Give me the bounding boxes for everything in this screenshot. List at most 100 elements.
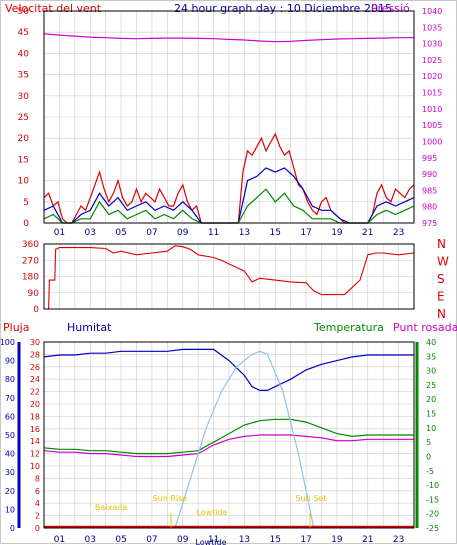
rain-y-tick-label: 20 bbox=[30, 400, 40, 409]
wind-y-tick-label: 50 bbox=[18, 7, 30, 17]
pressure-y-tick-label: 985 bbox=[422, 186, 437, 195]
rain-y-tick-label: 6 bbox=[35, 487, 40, 496]
wind-y-tick-label: 10 bbox=[18, 177, 30, 187]
x-tick-label: 19 bbox=[331, 535, 343, 545]
humidity-temperature-panel: 0102030405060708090100024681012141618202… bbox=[1, 338, 439, 545]
temperature-y-tick-label: -15 bbox=[426, 495, 439, 504]
x-tick-label: 09 bbox=[177, 535, 189, 545]
rain-y-tick-label: 24 bbox=[30, 375, 40, 384]
dew-point-legend: Punt rosada bbox=[393, 321, 457, 334]
wind-y-tick-label: 35 bbox=[18, 71, 29, 81]
wind-y-tick-label: 45 bbox=[18, 28, 29, 38]
x-tick-label: 23 bbox=[393, 535, 404, 545]
rain-legend: Pluja bbox=[3, 321, 29, 334]
direction-y-tick-label: 0 bbox=[33, 305, 39, 315]
annotation-label: Sun Rise bbox=[153, 494, 188, 503]
direction-y-tick-label: 180 bbox=[22, 273, 39, 283]
graph-day-title: 24 hour graph day : 10 Diciembre 2015 bbox=[174, 2, 392, 15]
x-tick-label: 17 bbox=[300, 228, 311, 238]
pressure-y-tick-label: 1040 bbox=[422, 7, 442, 16]
x-tick-label: 17 bbox=[300, 535, 311, 545]
x-tick-label: 03 bbox=[85, 228, 96, 238]
humidity-y-tick-label: 30 bbox=[5, 468, 15, 477]
direction-y-tick-label: 270 bbox=[22, 256, 39, 266]
annotation-label: Lowtide bbox=[196, 508, 227, 517]
x-tick-label: 01 bbox=[54, 535, 65, 545]
annotation-label: Sun Set bbox=[296, 494, 327, 503]
pressure-y-tick-label: 1035 bbox=[422, 23, 442, 32]
wind-y-tick-label: 20 bbox=[18, 134, 30, 144]
humidity-y-tick-label: 90 bbox=[5, 357, 15, 366]
x-tick-label: 19 bbox=[331, 228, 343, 238]
wind-y-tick-label: 30 bbox=[18, 92, 30, 102]
annotation-label: Baixada bbox=[95, 503, 127, 512]
rain-y-tick-label: 2 bbox=[35, 512, 40, 521]
wind-speed-frame bbox=[43, 10, 415, 224]
humidity-legend: Humitat bbox=[67, 321, 112, 334]
temperature-y-tick-label: 35 bbox=[426, 352, 436, 361]
temperature-y-tick-label: 25 bbox=[426, 381, 436, 390]
rain-y-tick-label: 26 bbox=[30, 363, 40, 372]
humidity-y-tick-label: 40 bbox=[5, 450, 15, 459]
x-tick-label: 21 bbox=[362, 228, 373, 238]
solar-curve bbox=[174, 350, 315, 529]
wind-speed-title: Velocitat del vent bbox=[5, 2, 102, 15]
wind-speed-panel: 0510152025303540455097598098599099510001… bbox=[18, 7, 443, 238]
wind-y-tick-label: 0 bbox=[23, 219, 29, 229]
temperature-y-tick-label: 30 bbox=[426, 367, 436, 376]
rain-y-tick-label: 10 bbox=[30, 462, 40, 471]
humidity-y-tick-label: 10 bbox=[5, 505, 15, 514]
pressure-y-tick-label: 1030 bbox=[422, 40, 442, 49]
pressure-title: Pressió bbox=[371, 2, 410, 15]
x-tick-label: 21 bbox=[362, 535, 373, 545]
x-tick-label: 09 bbox=[177, 228, 189, 238]
dew-point-line bbox=[43, 434, 414, 458]
wind-y-tick-label: 5 bbox=[23, 198, 29, 208]
direction-y-tick-label: 90 bbox=[28, 289, 40, 299]
humidity-y-tick-label: 70 bbox=[5, 394, 15, 403]
temperature-line bbox=[43, 418, 414, 455]
temperature-y-tick-label: 20 bbox=[426, 395, 436, 404]
compass-label: N bbox=[437, 307, 446, 321]
pressure-y-tick-label: 1015 bbox=[422, 89, 442, 98]
pressure-y-tick-label: 980 bbox=[422, 203, 437, 212]
compass-label: E bbox=[437, 290, 445, 304]
x-tick-label: 03 bbox=[85, 535, 96, 545]
rain-y-tick-label: 0 bbox=[35, 524, 40, 533]
rain-y-tick-label: 4 bbox=[35, 499, 40, 508]
direction-y-tick-label: 360 bbox=[22, 240, 39, 250]
humidity-y-tick-label: 0 bbox=[10, 524, 15, 533]
pressure-y-tick-label: 1005 bbox=[422, 121, 442, 130]
temperature-y-tick-label: 40 bbox=[426, 338, 436, 347]
temperature-y-tick-label: -20 bbox=[426, 510, 439, 519]
temperature-y-tick-label: -25 bbox=[426, 524, 439, 533]
x-tick-label: 23 bbox=[393, 228, 404, 238]
humidity-temperature-frame bbox=[43, 341, 415, 529]
pressure-y-tick-label: 1025 bbox=[422, 56, 442, 65]
wind-direction-frame bbox=[43, 243, 415, 310]
pressure-y-tick-label: 975 bbox=[422, 219, 437, 228]
x-tick-label: 01 bbox=[54, 228, 65, 238]
x-tick-label: 05 bbox=[115, 228, 126, 238]
rain-y-tick-label: 22 bbox=[30, 388, 40, 397]
wind-y-tick-label: 15 bbox=[18, 155, 29, 165]
rain-y-tick-label: 30 bbox=[30, 338, 40, 347]
rain-y-tick-label: 28 bbox=[30, 350, 40, 359]
temperature-y-tick-label: 10 bbox=[426, 424, 436, 433]
humidity-y-tick-label: 100 bbox=[1, 338, 15, 347]
rain-y-tick-label: 14 bbox=[30, 437, 40, 446]
temperature-y-tick-label: 0 bbox=[426, 452, 431, 461]
temperature-legend: Temperatura bbox=[313, 321, 384, 334]
wind-y-tick-label: 40 bbox=[18, 49, 30, 59]
x-tick-label: 15 bbox=[270, 228, 281, 238]
pressure-y-tick-label: 1010 bbox=[422, 105, 442, 114]
humidity-y-tick-label: 80 bbox=[5, 375, 15, 384]
humidity-y-tick-label: 50 bbox=[5, 431, 15, 440]
x-tick-label: 11 bbox=[208, 535, 219, 545]
rain-y-tick-label: 12 bbox=[30, 450, 40, 459]
x-tick-label: 07 bbox=[146, 535, 157, 545]
compass-label: S bbox=[437, 272, 445, 286]
